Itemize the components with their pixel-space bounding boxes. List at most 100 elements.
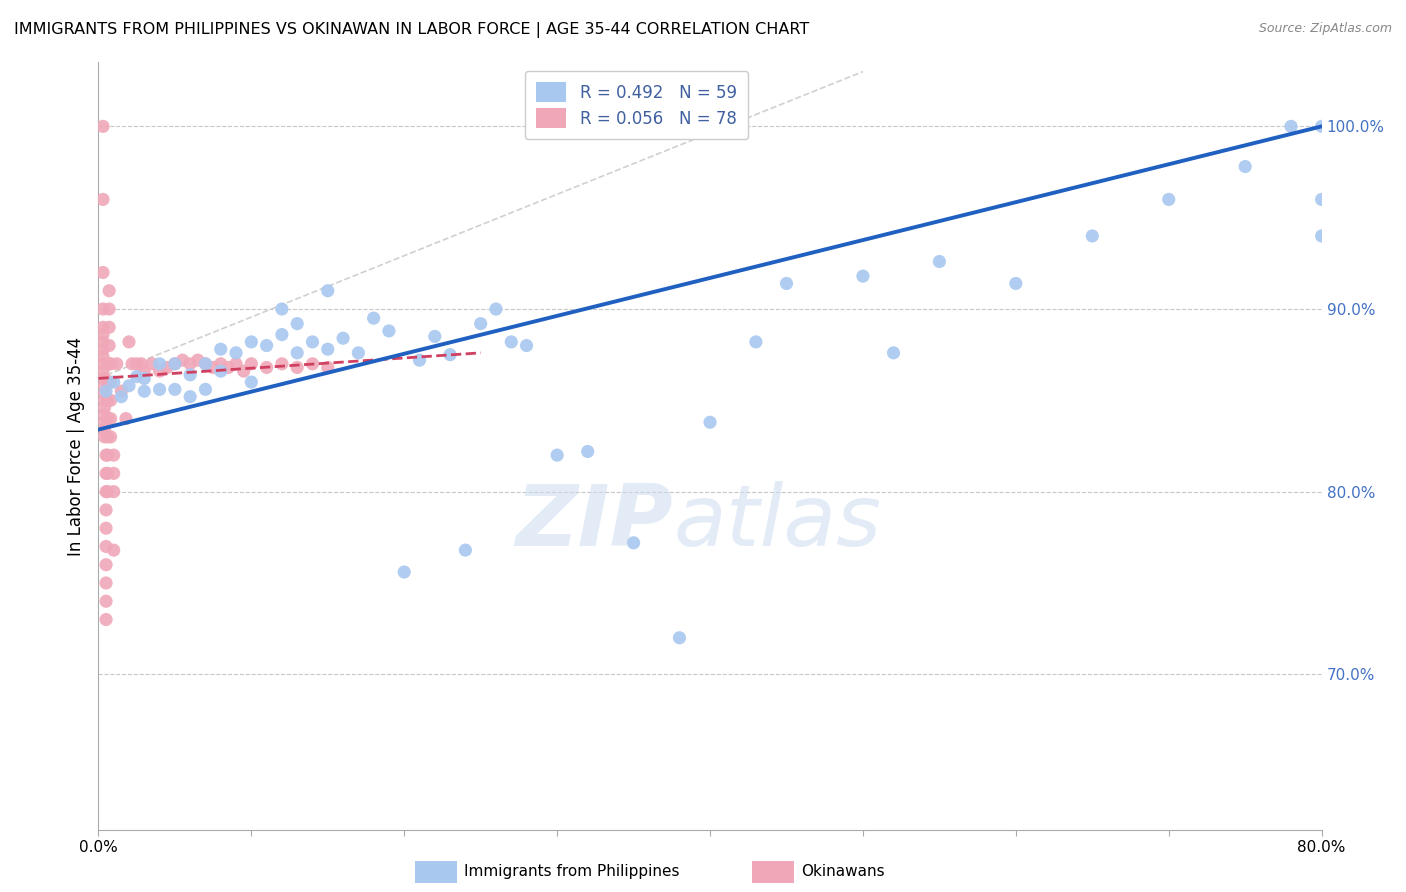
Point <box>98 320 121 334</box>
Point <box>163 383 186 397</box>
Text: atlas: atlas <box>673 481 882 565</box>
Point <box>1310 229 1333 244</box>
Point <box>285 360 308 375</box>
Point <box>745 334 768 349</box>
Point <box>1310 120 1333 134</box>
Point <box>408 353 430 368</box>
Point <box>852 269 875 284</box>
Point <box>100 375 122 389</box>
Text: Okinawans: Okinawans <box>801 864 884 880</box>
Point <box>103 484 125 499</box>
Point <box>94 484 117 499</box>
Point <box>187 353 209 368</box>
Point <box>134 384 156 399</box>
Point <box>91 320 114 334</box>
Point <box>93 371 115 385</box>
Point <box>125 357 148 371</box>
Point <box>91 327 114 342</box>
Point <box>1157 193 1180 207</box>
Point <box>91 334 114 349</box>
Point <box>546 448 568 462</box>
Point <box>240 334 263 349</box>
Point <box>118 334 141 349</box>
Point <box>134 364 156 378</box>
Point <box>91 301 114 316</box>
Point <box>454 543 477 558</box>
Point <box>93 423 115 437</box>
Point <box>1081 229 1104 244</box>
Point <box>194 357 217 371</box>
Point <box>98 357 121 371</box>
Point <box>1004 277 1026 291</box>
Point <box>93 401 115 415</box>
Point <box>94 521 117 535</box>
Point <box>332 331 354 345</box>
Text: Source: ZipAtlas.com: Source: ZipAtlas.com <box>1258 22 1392 36</box>
Point <box>501 334 523 349</box>
Point <box>576 444 599 458</box>
Text: IMMIGRANTS FROM PHILIPPINES VS OKINAWAN IN LABOR FORCE | AGE 35-44 CORRELATION C: IMMIGRANTS FROM PHILIPPINES VS OKINAWAN … <box>14 22 810 38</box>
Text: Immigrants from Philippines: Immigrants from Philippines <box>464 864 679 880</box>
Point <box>668 631 690 645</box>
Point <box>775 277 797 291</box>
Point <box>94 384 117 399</box>
Point <box>97 430 120 444</box>
Point <box>110 390 132 404</box>
Point <box>93 393 115 408</box>
Point <box>91 364 114 378</box>
Point <box>125 369 148 384</box>
Point <box>270 357 292 371</box>
Point <box>100 393 122 408</box>
Point <box>97 467 120 481</box>
Point <box>423 329 446 343</box>
Point <box>141 357 163 371</box>
Point <box>103 543 125 558</box>
Point <box>270 301 292 316</box>
Point <box>110 384 132 399</box>
Point <box>516 338 538 352</box>
Point <box>103 467 125 481</box>
Point <box>217 360 239 375</box>
Point <box>149 364 172 378</box>
Point <box>270 327 292 342</box>
Point <box>94 558 117 572</box>
Point <box>928 254 950 268</box>
Point <box>91 193 114 207</box>
Point <box>232 364 254 378</box>
Point <box>256 360 278 375</box>
Point <box>97 484 120 499</box>
Point <box>256 338 278 352</box>
Point <box>194 383 217 397</box>
Point <box>91 342 114 356</box>
Point <box>179 390 201 404</box>
Point <box>91 265 114 279</box>
Point <box>98 284 121 298</box>
Point <box>1234 160 1257 174</box>
Point <box>225 357 247 371</box>
Point <box>121 357 143 371</box>
Point <box>94 540 117 554</box>
Point <box>91 357 114 371</box>
Point <box>623 536 645 550</box>
Point <box>194 357 217 371</box>
Point <box>470 317 492 331</box>
Point <box>94 613 117 627</box>
Point <box>209 357 232 371</box>
Point <box>209 364 232 378</box>
Point <box>149 357 172 371</box>
Point <box>363 311 385 326</box>
Point <box>93 378 115 392</box>
Point <box>301 334 323 349</box>
Point <box>93 415 115 429</box>
Point <box>97 448 120 462</box>
Point <box>240 375 263 389</box>
Point <box>115 411 138 425</box>
Point <box>209 342 232 356</box>
Point <box>103 448 125 462</box>
Point <box>94 576 117 591</box>
Point <box>105 357 128 371</box>
Point <box>97 411 120 425</box>
Point <box>94 594 117 608</box>
Point <box>225 346 247 360</box>
Point <box>163 357 186 371</box>
